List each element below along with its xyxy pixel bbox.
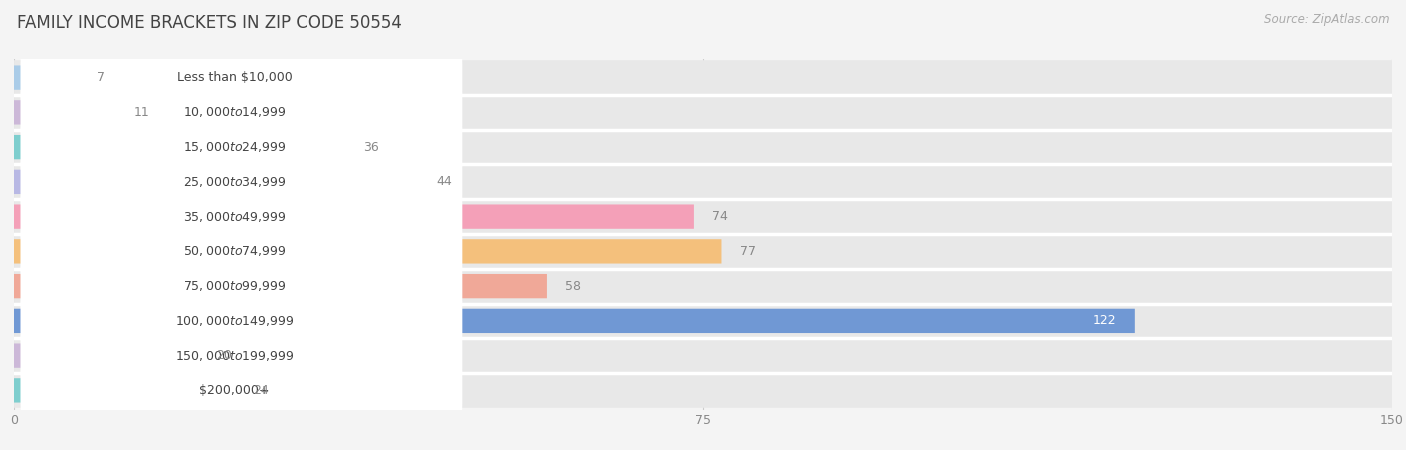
Text: Less than $10,000: Less than $10,000 [177,71,292,84]
FancyBboxPatch shape [14,343,198,368]
FancyBboxPatch shape [14,274,547,298]
FancyBboxPatch shape [14,60,1392,95]
FancyBboxPatch shape [14,135,344,159]
Text: 74: 74 [713,210,728,223]
FancyBboxPatch shape [14,239,721,264]
FancyBboxPatch shape [14,309,1135,333]
FancyBboxPatch shape [21,73,463,152]
FancyBboxPatch shape [14,95,1392,130]
FancyBboxPatch shape [14,65,79,90]
FancyBboxPatch shape [21,316,463,395]
Text: $150,000 to $199,999: $150,000 to $199,999 [174,349,294,363]
Text: $75,000 to $99,999: $75,000 to $99,999 [183,279,287,293]
Text: 20: 20 [217,349,232,362]
Text: $35,000 to $49,999: $35,000 to $49,999 [183,210,287,224]
FancyBboxPatch shape [14,204,695,229]
FancyBboxPatch shape [21,108,463,187]
FancyBboxPatch shape [14,338,1392,373]
FancyBboxPatch shape [14,234,1392,269]
Text: $10,000 to $14,999: $10,000 to $14,999 [183,105,287,119]
FancyBboxPatch shape [14,378,235,403]
FancyBboxPatch shape [21,247,463,326]
FancyBboxPatch shape [21,212,463,291]
FancyBboxPatch shape [14,100,115,125]
FancyBboxPatch shape [21,38,463,117]
Text: $50,000 to $74,999: $50,000 to $74,999 [183,244,287,258]
Text: 36: 36 [363,140,378,153]
FancyBboxPatch shape [14,165,1392,199]
FancyBboxPatch shape [14,130,1392,165]
FancyBboxPatch shape [14,373,1392,408]
FancyBboxPatch shape [14,199,1392,234]
Text: $200,000+: $200,000+ [200,384,270,397]
FancyBboxPatch shape [14,170,419,194]
Text: 77: 77 [740,245,756,258]
Text: 11: 11 [134,106,149,119]
Text: 44: 44 [437,176,453,189]
FancyBboxPatch shape [14,303,1392,338]
FancyBboxPatch shape [14,269,1392,303]
Text: 58: 58 [565,279,581,292]
Text: $25,000 to $34,999: $25,000 to $34,999 [183,175,287,189]
Text: 7: 7 [97,71,104,84]
Text: FAMILY INCOME BRACKETS IN ZIP CODE 50554: FAMILY INCOME BRACKETS IN ZIP CODE 50554 [17,14,402,32]
Text: $100,000 to $149,999: $100,000 to $149,999 [174,314,294,328]
FancyBboxPatch shape [21,177,463,256]
Text: 24: 24 [253,384,269,397]
Text: Source: ZipAtlas.com: Source: ZipAtlas.com [1264,14,1389,27]
Text: $15,000 to $24,999: $15,000 to $24,999 [183,140,287,154]
FancyBboxPatch shape [21,281,463,360]
FancyBboxPatch shape [21,351,463,430]
FancyBboxPatch shape [21,142,463,221]
Text: 122: 122 [1092,315,1116,328]
